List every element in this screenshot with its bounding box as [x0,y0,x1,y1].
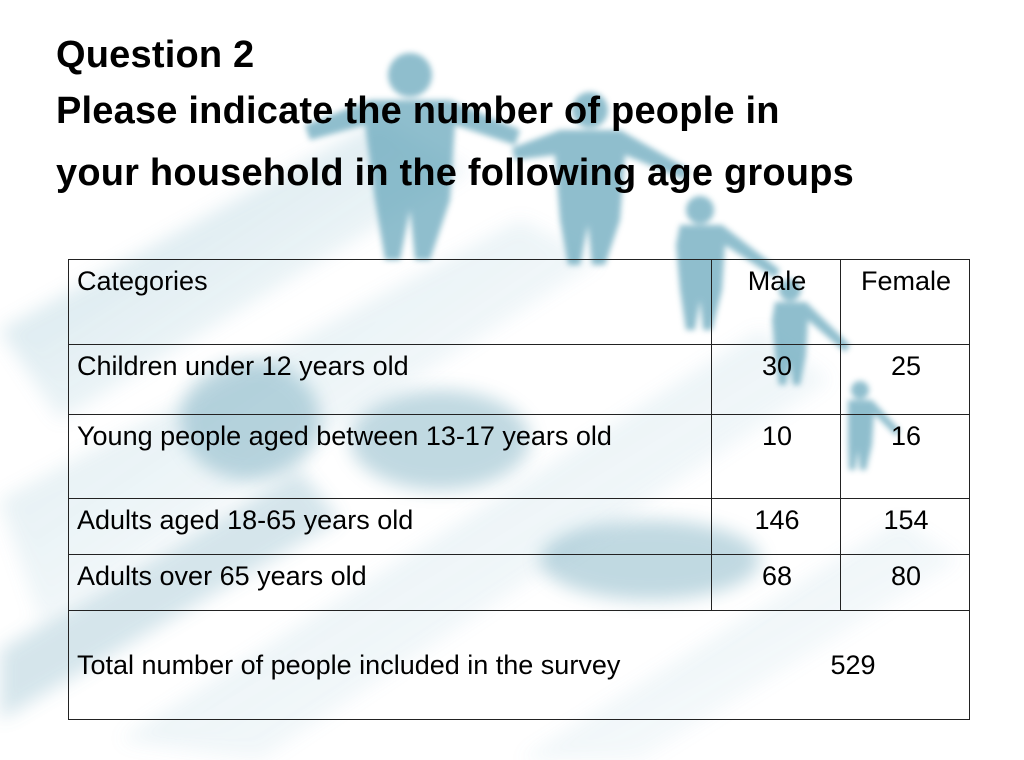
slide-title-block: Question 2 Please indicate the number of… [56,30,854,204]
row-category-over-65: Adults over 65 years old [68,554,712,611]
row-male-children: 30 [711,344,841,415]
total-cell: Total number of people included in the s… [68,610,970,720]
row-male-adults: 146 [711,498,841,555]
slide-title: Question 2 [56,34,255,76]
slide-subtitle-line-1: Please indicate the number of people in [56,90,780,132]
row-male-over-65: 68 [711,554,841,611]
row-female-children: 25 [840,344,970,415]
table-row: Adults over 65 years old 68 80 [68,554,970,611]
row-male-young-people: 10 [711,414,841,499]
table-row: Adults aged 18-65 years old 146 154 [68,498,970,555]
table-row: Young people aged between 13-17 years ol… [68,414,970,499]
header-female: Female [840,259,970,345]
age-group-table: Categories Male Female Children under 12… [68,259,970,720]
table-row: Children under 12 years old 30 25 [68,344,970,415]
table-total-row: Total number of people included in the s… [68,610,970,720]
row-female-over-65: 80 [840,554,970,611]
row-category-children: Children under 12 years old [68,344,712,415]
slide-subtitle-line-2: your household in the following age grou… [56,152,854,194]
header-male: Male [711,259,841,345]
table-header-row: Categories Male Female [68,259,970,345]
total-value: 529 [830,649,876,680]
row-category-adults: Adults aged 18-65 years old [68,498,712,555]
row-female-adults: 154 [840,498,970,555]
row-female-young-people: 16 [840,414,970,499]
header-categories: Categories [68,259,712,345]
total-label: Total number of people included in the s… [77,649,621,680]
row-category-young-people: Young people aged between 13-17 years ol… [68,414,712,499]
